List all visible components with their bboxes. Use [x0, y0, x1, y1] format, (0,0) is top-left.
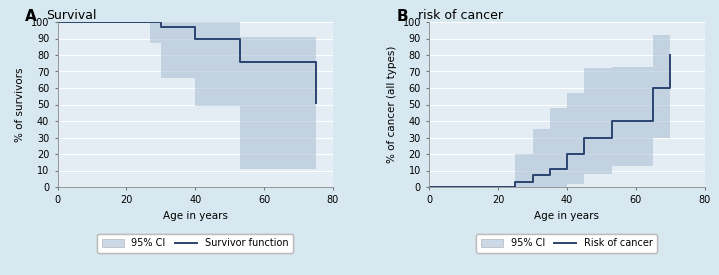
Y-axis label: % of cancer (all types): % of cancer (all types)	[387, 46, 397, 163]
Text: A: A	[24, 9, 36, 24]
Text: Survival: Survival	[47, 9, 97, 22]
Text: B: B	[396, 9, 408, 24]
Legend: 95% CI, Risk of cancer: 95% CI, Risk of cancer	[477, 233, 657, 253]
X-axis label: Age in years: Age in years	[534, 211, 600, 221]
Text: risk of cancer: risk of cancer	[418, 9, 503, 22]
Y-axis label: % of survivors: % of survivors	[15, 67, 25, 142]
Legend: 95% CI, Survivor function: 95% CI, Survivor function	[97, 233, 293, 253]
X-axis label: Age in years: Age in years	[162, 211, 228, 221]
